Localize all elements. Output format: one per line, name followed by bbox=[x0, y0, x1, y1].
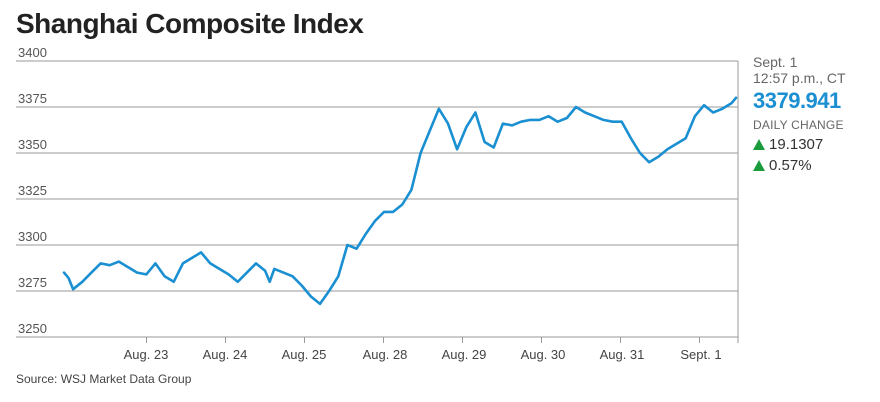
x-tick-label: Aug. 29 bbox=[442, 347, 487, 362]
x-tick-label: Aug. 23 bbox=[124, 347, 169, 362]
x-tick-label: Aug. 25 bbox=[282, 347, 327, 362]
change-pct: 0.57% bbox=[769, 157, 812, 174]
series-line bbox=[62, 96, 738, 306]
x-tick-label: Aug. 28 bbox=[363, 347, 408, 362]
y-tick-label: 3350 bbox=[18, 137, 47, 152]
x-tick-label: Aug. 24 bbox=[203, 347, 248, 362]
y-tick-label: 3250 bbox=[18, 321, 47, 336]
y-tick-label: 3375 bbox=[18, 91, 47, 106]
change-abs: 19.1307 bbox=[769, 136, 824, 153]
y-tick-label: 3300 bbox=[18, 229, 47, 244]
up-triangle-icon bbox=[753, 139, 765, 150]
chart-title: Shanghai Composite Index bbox=[16, 8, 364, 39]
source-note: Source: WSJ Market Data Group bbox=[16, 372, 192, 386]
y-tick-label: 3275 bbox=[18, 275, 47, 290]
x-tick-label: Aug. 31 bbox=[600, 347, 645, 362]
quote-date: Sept. 1 bbox=[753, 54, 798, 70]
y-tick-label: 3325 bbox=[18, 183, 47, 198]
x-tick-label: Sept. 1 bbox=[680, 347, 721, 362]
change-pct-row: 0.57% bbox=[753, 157, 877, 174]
change-abs-row: 19.1307 bbox=[753, 136, 877, 153]
x-tick-label: Aug. 30 bbox=[521, 347, 566, 362]
y-tick-label: 3400 bbox=[18, 45, 47, 60]
last-value: 3379.941 bbox=[753, 88, 841, 113]
quote-time: 12:57 p.m., CT bbox=[753, 70, 846, 86]
daily-change-label: DAILY CHANGE bbox=[753, 118, 844, 132]
quote-panel: Sept. 1 12:57 p.m., CT 3379.941 DAILY CH… bbox=[753, 54, 877, 174]
up-triangle-icon bbox=[753, 160, 765, 171]
